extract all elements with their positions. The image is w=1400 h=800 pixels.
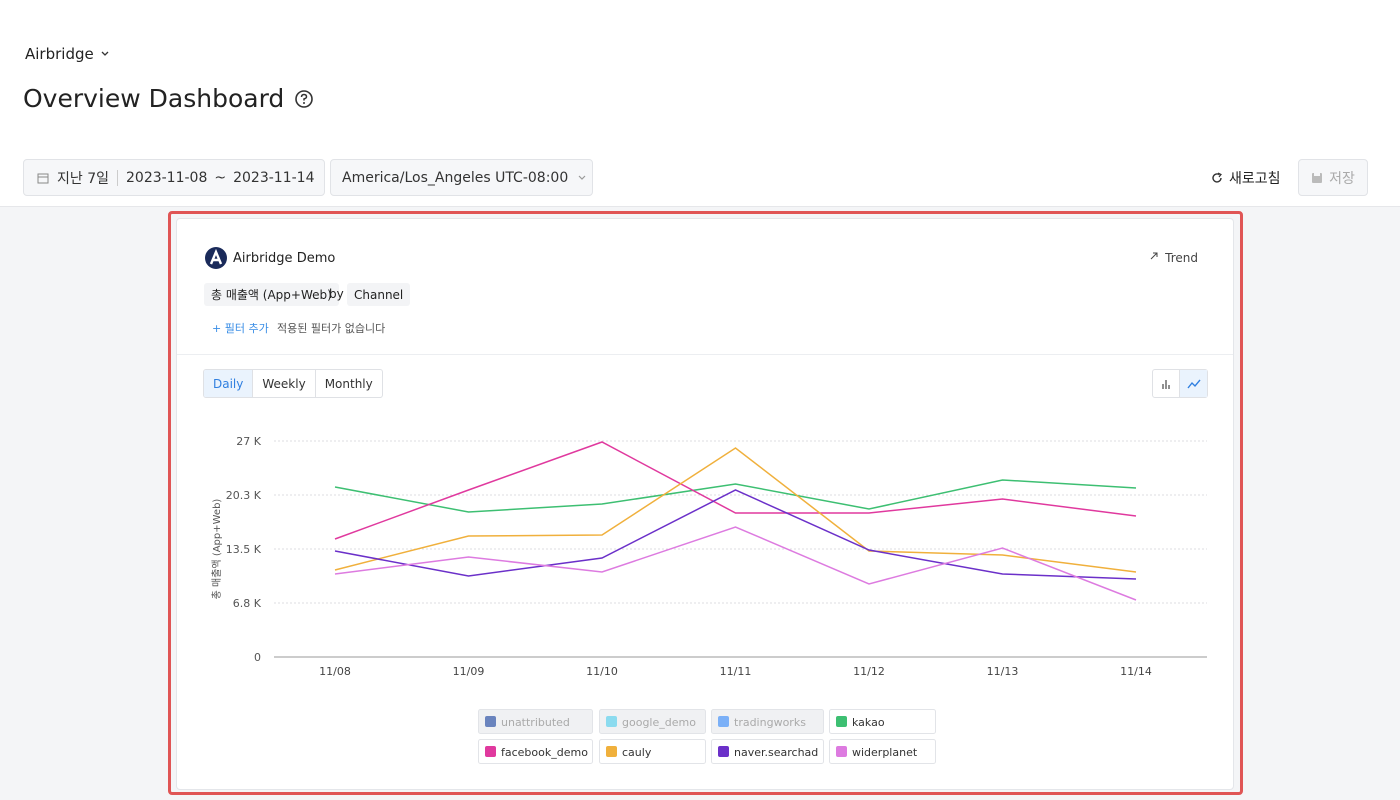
app-text: Airbridge Demo <box>233 250 336 266</box>
legend-swatch <box>836 716 847 727</box>
legend-item[interactable]: widerplanet <box>829 739 936 764</box>
x-tick-label: 11/08 <box>319 665 351 678</box>
y-tick-label: 6.8 K <box>233 597 262 610</box>
refresh-icon <box>1212 172 1222 183</box>
legend-item[interactable]: google_demo <box>599 709 706 734</box>
legend-swatch <box>606 746 617 757</box>
highlight-frame <box>168 211 1243 795</box>
no-filter: 적용된 필터가 없습니다 <box>277 322 386 335</box>
x-tick-label: 11/12 <box>853 665 885 678</box>
breadcrumb-text[interactable]: Airbridge <box>25 45 94 63</box>
series-line <box>334 447 1137 573</box>
timezone[interactable]: America/Los_Angeles UTC-08:00 <box>330 159 593 196</box>
legend-box <box>829 709 936 734</box>
chart-type-toggle <box>1152 369 1208 398</box>
x-tick-label: 11/09 <box>453 665 485 678</box>
line-icon <box>1186 379 1201 388</box>
view-text: Trend <box>1165 251 1198 265</box>
date-sep: ~ <box>214 169 227 186</box>
line-chart-button[interactable] <box>1180 370 1207 397</box>
series-line <box>334 441 1137 540</box>
legend-label: facebook_demo <box>501 746 588 759</box>
legend-box <box>478 739 593 764</box>
view-type[interactable]: Trend <box>1149 251 1198 265</box>
y-tick-label: 20.3 K <box>226 489 262 502</box>
legend-swatch <box>606 716 617 727</box>
metric-chip[interactable]: 총 매출액 (App+Web) <box>204 283 339 306</box>
legend-item[interactable]: unattributed <box>478 709 593 734</box>
legend-item[interactable]: tradingworks <box>711 709 824 734</box>
legend-label: widerplanet <box>852 746 918 759</box>
title-text: Overview Dashboard <box>23 84 285 113</box>
x-tick-label: 11/10 <box>586 665 618 678</box>
help-icon[interactable] <box>294 89 314 109</box>
legend-box <box>711 709 824 734</box>
separator <box>117 169 118 186</box>
by-text: by <box>329 287 344 301</box>
legend-item[interactable]: cauly <box>599 739 706 764</box>
group-chip[interactable]: Channel <box>347 283 411 306</box>
y-tick-label: 13.5 K <box>226 543 262 556</box>
legend-item[interactable]: naver.searchad <box>711 739 824 764</box>
chevron <box>578 175 586 180</box>
legend-box <box>829 739 936 764</box>
timezone-text: America/Los_Angeles UTC-08:00 <box>342 169 569 186</box>
legend-swatch <box>836 746 847 757</box>
legend-item[interactable]: kakao <box>829 709 936 734</box>
page-title: Overview Dashboard <box>23 84 314 113</box>
legend-box <box>599 709 706 734</box>
x-tick-label: 11/13 <box>987 665 1019 678</box>
x-tick-label: 11/11 <box>720 665 752 678</box>
series-line <box>334 526 1137 601</box>
legend-box <box>478 709 593 734</box>
legend-swatch <box>718 716 729 727</box>
legend-label: google_demo <box>622 716 696 729</box>
save-button[interactable]: 저장 <box>1298 159 1368 196</box>
legend-box <box>711 739 824 764</box>
date-end: 2023-11-14 <box>233 169 315 186</box>
date-start: 2023-11-08 <box>126 169 208 186</box>
save-icon <box>1312 172 1323 183</box>
series-line <box>334 489 1137 580</box>
trend-icon <box>1150 252 1158 260</box>
divider <box>177 354 1233 355</box>
tab[interactable]: Weekly <box>253 370 316 397</box>
refresh[interactable]: 새로고침 <box>1211 168 1281 188</box>
app-logo <box>205 247 227 269</box>
save-text: 저장 <box>1329 170 1355 187</box>
y-axis-title: 총 매출액 (App+Web) <box>211 499 223 600</box>
y-tick-label: 27 K <box>236 435 261 448</box>
legend-label: tradingworks <box>734 716 806 729</box>
tab[interactable]: Monthly <box>324 376 373 391</box>
granularity-tabs: Daily Weekly Monthly <box>203 369 383 398</box>
refresh-text: 새로고침 <box>1229 171 1281 187</box>
date-range[interactable]: 지난 7일 2023-11-08 ~ 2023-11-14 <box>23 159 325 196</box>
legend-label: unattributed <box>501 716 570 729</box>
legend-swatch <box>485 746 496 757</box>
add-filter[interactable]: + 필터 추가 <box>212 322 269 335</box>
date-preset: 지난 7일 <box>57 170 109 187</box>
legend-swatch <box>485 716 496 727</box>
legend-swatch <box>718 746 729 757</box>
bar-icon <box>1162 379 1170 389</box>
legend-label: cauly <box>622 746 652 759</box>
legend-item[interactable]: facebook_demo <box>478 739 593 764</box>
legend-label: kakao <box>852 716 885 729</box>
calendar-icon <box>37 173 49 183</box>
breadcrumb[interactable]: Airbridge <box>25 45 110 63</box>
legend-box <box>599 739 706 764</box>
chevron <box>101 51 109 56</box>
bar-chart-button[interactable] <box>1153 370 1180 397</box>
y-tick-label: 0 <box>254 651 261 664</box>
tab[interactable]: Daily <box>204 370 254 397</box>
series-line <box>334 479 1137 513</box>
legend-label: naver.searchad <box>734 746 818 759</box>
header: Airbridge Overview Dashboard 지난 7일 2023-… <box>0 0 1400 207</box>
report-card: Airbridge Demo Trend 총 매출액 (App+Web) by … <box>176 218 1234 790</box>
x-tick-label: 11/14 <box>1120 665 1152 678</box>
app-name: Airbridge Demo <box>205 247 335 269</box>
